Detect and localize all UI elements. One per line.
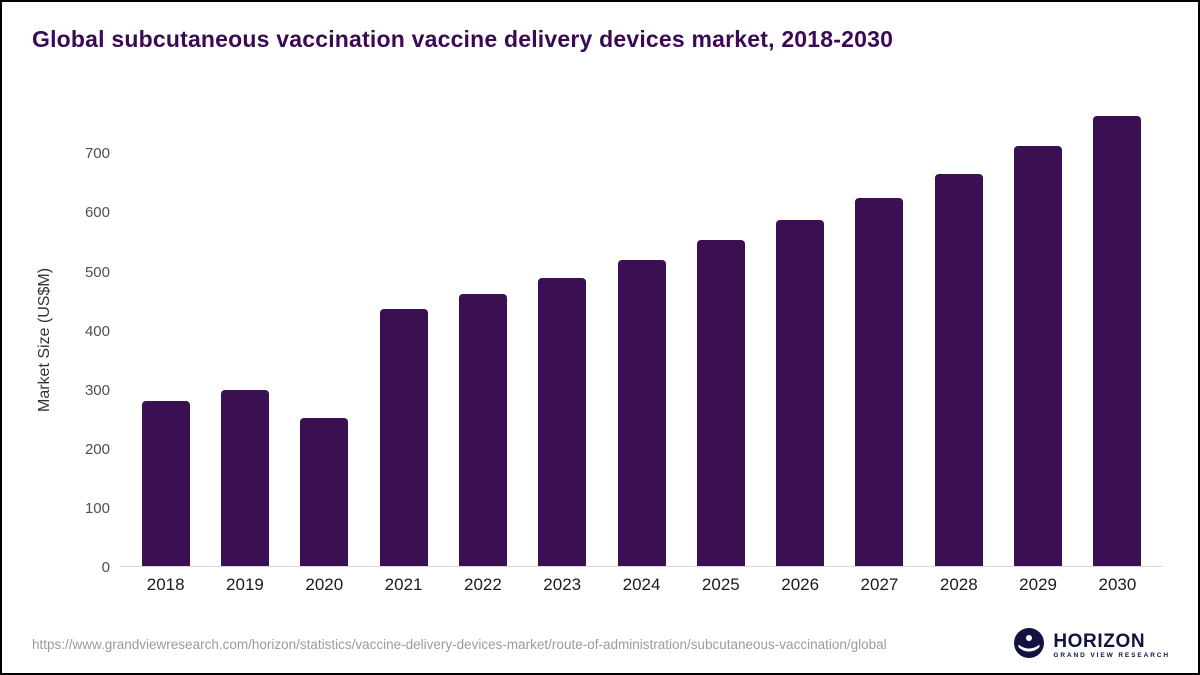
bar-2027[interactable] xyxy=(855,198,904,566)
x-tick-2020: 2020 xyxy=(305,575,344,594)
source-url[interactable]: https://www.grandviewresearch.com/horizo… xyxy=(32,637,887,653)
bar-2030[interactable] xyxy=(1093,116,1142,566)
logo-text: HORIZON GRAND VIEW RESEARCH xyxy=(1053,632,1170,660)
x-tick-2029: 2029 xyxy=(1019,575,1057,594)
bar-2024[interactable] xyxy=(617,260,666,566)
bar-column-2025 xyxy=(681,112,760,566)
chart-title: Global subcutaneous vaccination vaccine … xyxy=(32,26,894,52)
bar-2018[interactable] xyxy=(141,401,190,566)
horizon-logo: HORIZON GRAND VIEW RESEARCH xyxy=(1014,628,1170,663)
y-tick-600: 600 xyxy=(84,204,110,222)
y-tick-500: 500 xyxy=(84,263,110,281)
x-tick-2023: 2023 xyxy=(543,575,582,594)
bar-2022[interactable] xyxy=(458,294,507,566)
bar-column-2023 xyxy=(523,112,602,566)
bar-column-2024 xyxy=(602,112,681,566)
bar-column-2027 xyxy=(840,112,919,566)
bar-column-2026 xyxy=(761,112,840,566)
bar-column-2028 xyxy=(919,112,998,566)
y-tick-700: 700 xyxy=(84,145,110,163)
x-axis-labels: 2018 2019 2020 2021 2022 2023 2024 2025 2026 2027… xyxy=(120,575,1163,595)
bar-column-2018 xyxy=(126,112,205,566)
bar-column-2022 xyxy=(443,112,522,566)
x-tick-2028: 2028 xyxy=(939,575,978,594)
footer: https://www.grandviewresearch.com/horizo… xyxy=(32,628,1170,663)
y-tick-400: 400 xyxy=(84,322,110,340)
x-tick-2024: 2024 xyxy=(622,575,661,594)
logo-title: HORIZON xyxy=(1053,630,1146,652)
x-tick-2027: 2027 xyxy=(860,575,899,594)
horizon-logo-icon xyxy=(1014,628,1045,663)
y-tick-300: 300 xyxy=(84,381,110,399)
bar-column-2029 xyxy=(998,112,1077,566)
bar-2025[interactable] xyxy=(696,240,745,566)
bar-column-2020 xyxy=(285,112,364,566)
bar-2026[interactable] xyxy=(776,220,825,566)
x-tick-2021: 2021 xyxy=(384,575,423,594)
y-tick-100: 100 xyxy=(84,499,110,517)
x-tick-2019: 2019 xyxy=(226,575,264,594)
bar-2023[interactable] xyxy=(538,278,587,566)
bar-column-2021 xyxy=(364,112,443,566)
bar-2019[interactable] xyxy=(220,390,269,566)
logo-subtitle: GRAND VIEW RESEARCH xyxy=(1053,651,1170,659)
y-tick-200: 200 xyxy=(84,440,110,458)
bar-column-2030 xyxy=(1078,112,1157,566)
y-axis-ticks: 0 100 200 300 400 500 600 700 xyxy=(32,112,120,576)
x-tick-2018: 2018 xyxy=(146,575,185,594)
x-tick-2022: 2022 xyxy=(463,575,502,594)
bar-2020[interactable] xyxy=(300,418,349,566)
bar-2028[interactable] xyxy=(934,174,983,566)
x-tick-2030: 2030 xyxy=(1098,575,1137,594)
x-tick-2025: 2025 xyxy=(701,575,740,594)
bar-chart: Market Size (US$M) 0 100 200 300 400 500 600 70… xyxy=(32,97,1163,597)
x-tick-2026: 2026 xyxy=(781,575,820,594)
bar-column-2019 xyxy=(205,112,284,566)
y-tick-0: 0 xyxy=(101,559,110,576)
bar-2021[interactable] xyxy=(379,309,428,566)
bar-2029[interactable] xyxy=(1014,146,1063,566)
plot-area xyxy=(120,112,1163,567)
